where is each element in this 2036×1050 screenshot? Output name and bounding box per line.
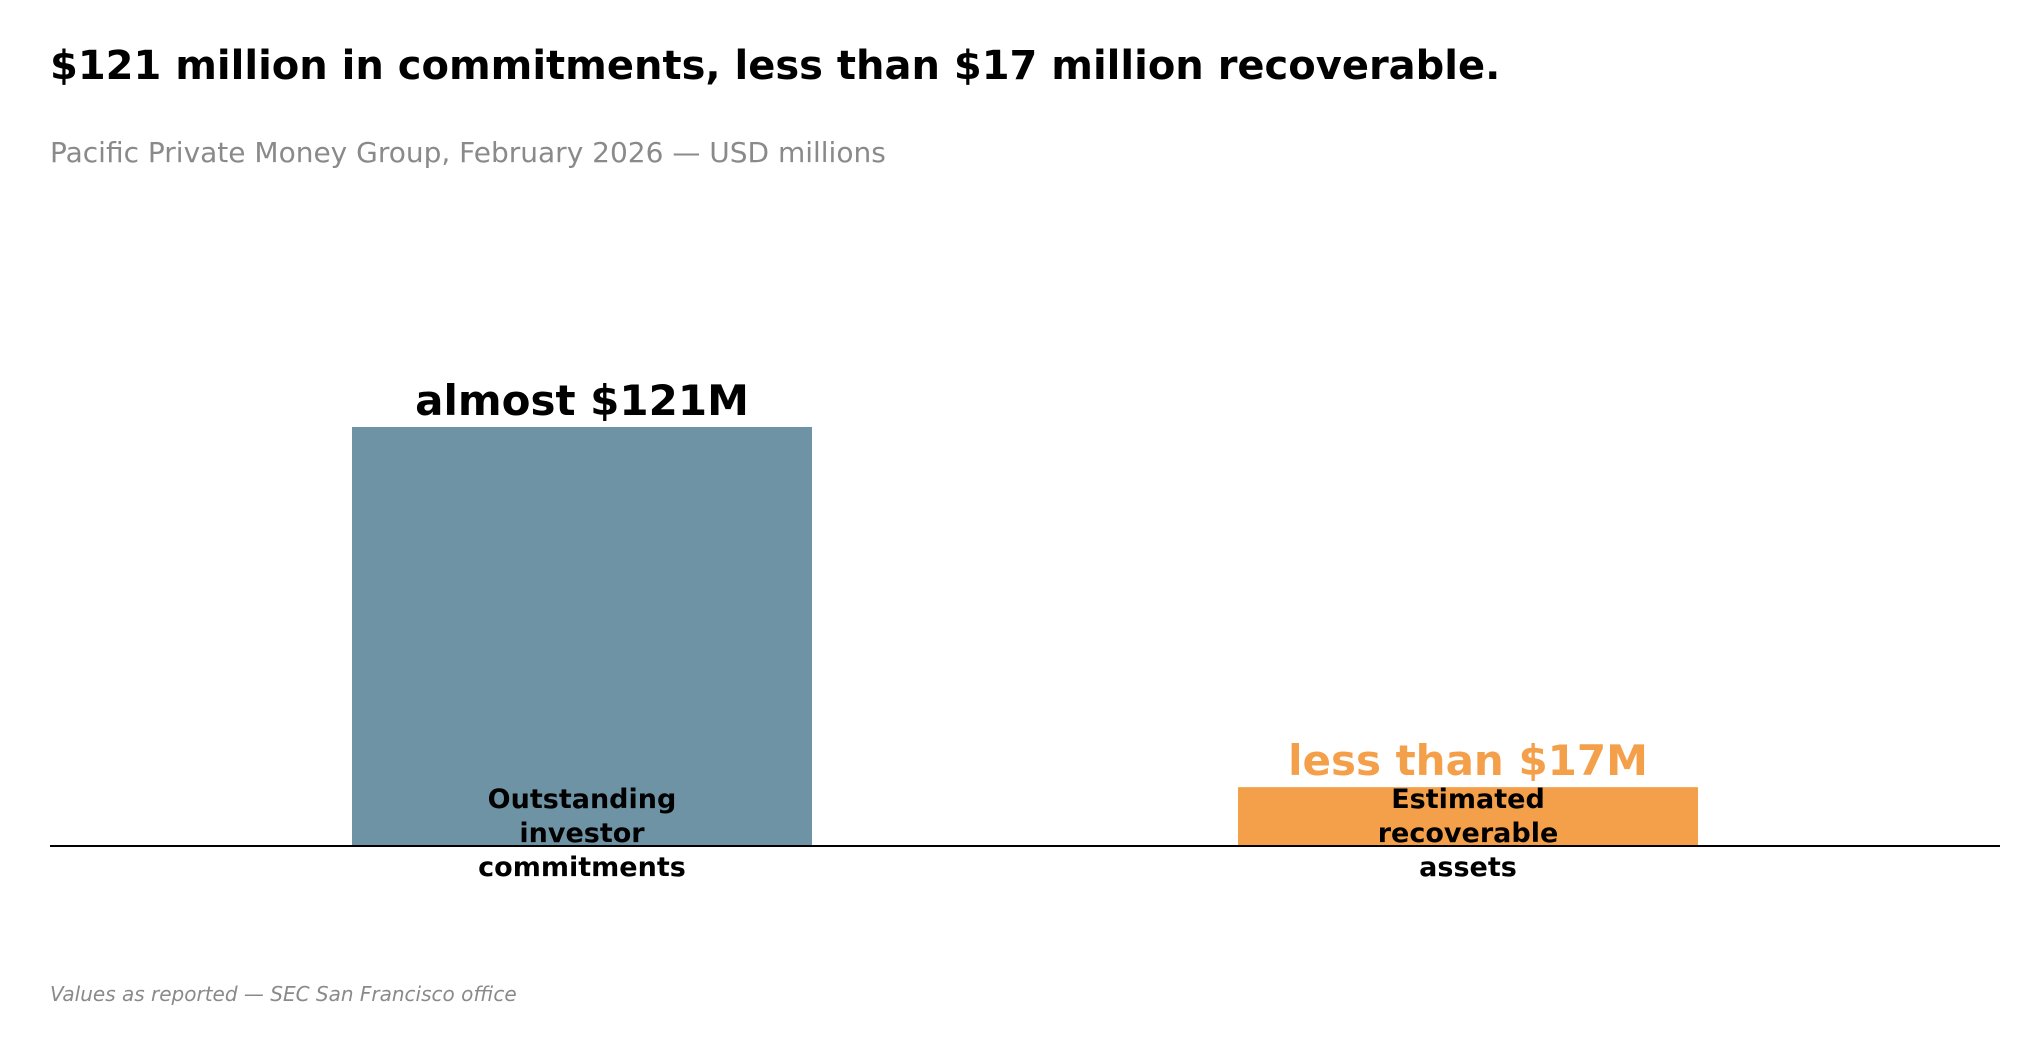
source-footnote: Values as reported — SEC San Francisco o…: [50, 982, 517, 1006]
chart-title: $121 million in commitments, less than $…: [50, 43, 1501, 89]
category-label-recoverable: Estimated recoverable assets: [1378, 784, 1559, 883]
value-label-recoverable: less than $17M: [1288, 736, 1648, 785]
bar-recoverable: [1238, 787, 1698, 846]
value-label-commitments: almost $121M: [415, 376, 749, 425]
chart-subtitle: Pacific Private Money Group, February 20…: [50, 136, 886, 169]
bar-commitments: [352, 427, 812, 846]
category-label-commitments: Outstanding investor commitments: [478, 784, 686, 883]
